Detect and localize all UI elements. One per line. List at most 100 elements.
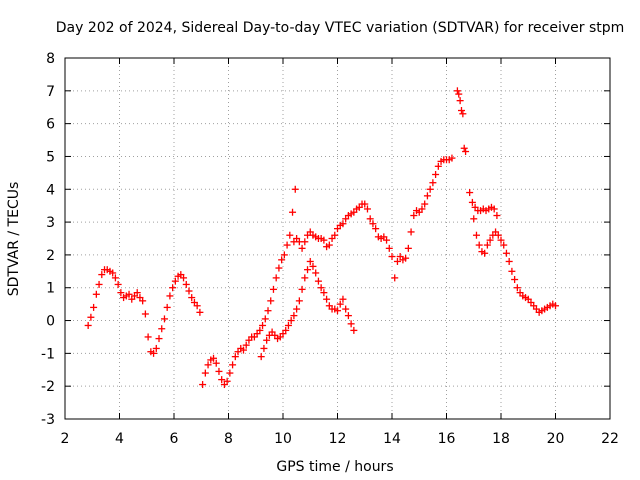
- data-point: [453, 87, 461, 95]
- data-point: [264, 307, 272, 315]
- data-point: [155, 335, 163, 343]
- data-point: [280, 251, 288, 259]
- data-point: [298, 285, 306, 293]
- data-point: [293, 305, 301, 313]
- data-point: [505, 257, 513, 265]
- data-point: [423, 192, 431, 200]
- data-point: [160, 315, 168, 323]
- data-point: [432, 171, 440, 179]
- data-point: [457, 107, 465, 115]
- data-point: [314, 277, 322, 285]
- data-point: [171, 277, 179, 285]
- data-point: [150, 349, 158, 357]
- data-point: [404, 244, 412, 252]
- data-point: [306, 257, 314, 265]
- data-point: [193, 302, 201, 310]
- y-tick-label: 6: [46, 117, 55, 133]
- data-point: [261, 315, 269, 323]
- data-point: [468, 198, 476, 206]
- data-point: [278, 256, 286, 264]
- data-point: [242, 341, 250, 349]
- y-tick-label: 2: [46, 248, 55, 264]
- data-point: [490, 205, 498, 213]
- data-point: [152, 344, 160, 352]
- data-point: [125, 290, 133, 298]
- data-point: [290, 312, 298, 320]
- data-point: [218, 376, 226, 384]
- data-point: [166, 292, 174, 300]
- data-point: [212, 359, 220, 367]
- data-point: [272, 274, 280, 282]
- data-point: [275, 264, 283, 272]
- data-point: [342, 305, 350, 313]
- data-point: [421, 200, 429, 208]
- data-point: [298, 244, 306, 252]
- data-point: [196, 308, 204, 316]
- data-point: [295, 297, 303, 305]
- data-point: [289, 208, 297, 216]
- data-point: [163, 303, 171, 311]
- data-point: [291, 185, 299, 193]
- x-tick-label: 10: [274, 431, 292, 447]
- data-point: [182, 280, 190, 288]
- y-tick-label: -3: [41, 412, 55, 428]
- data-point: [410, 212, 418, 220]
- y-tick-label: -1: [41, 346, 55, 362]
- data-point: [334, 307, 341, 315]
- x-tick-label: 12: [329, 431, 347, 447]
- data-point: [92, 290, 100, 298]
- x-axis-ticks: 2 4 6 8 10 12 14 16 18 20 22: [61, 58, 619, 447]
- data-point: [139, 297, 147, 305]
- y-tick-label: 3: [46, 215, 55, 231]
- data-point: [391, 274, 399, 282]
- data-point: [407, 228, 415, 236]
- data-point: [472, 231, 480, 239]
- data-point: [366, 215, 374, 223]
- data-point: [188, 294, 196, 302]
- x-tick-label: 2: [61, 431, 70, 447]
- data-point: [109, 269, 117, 277]
- data-point: [260, 344, 268, 352]
- data-point: [87, 313, 95, 321]
- data-point: [239, 346, 247, 354]
- data-point: [256, 326, 264, 334]
- data-point: [383, 236, 391, 244]
- data-point: [304, 266, 312, 274]
- data-point: [144, 333, 152, 341]
- y-tick-label: 5: [46, 149, 55, 165]
- data-point: [462, 148, 470, 156]
- data-point: [301, 274, 309, 282]
- data-point: [481, 249, 489, 257]
- data-points: [84, 87, 559, 389]
- data-point: [460, 144, 468, 152]
- data-point: [493, 212, 501, 220]
- data-point: [141, 310, 149, 318]
- data-point: [502, 249, 510, 257]
- data-point: [336, 300, 344, 308]
- data-point: [393, 257, 401, 265]
- data-point: [455, 90, 463, 98]
- data-point: [257, 353, 265, 361]
- data-point: [185, 287, 193, 295]
- data-point: [388, 253, 396, 261]
- y-tick-label: -2: [41, 379, 55, 395]
- data-point: [317, 284, 325, 292]
- data-point: [429, 179, 437, 187]
- y-tick-label: 4: [46, 182, 55, 198]
- data-point: [320, 236, 328, 244]
- data-point: [448, 154, 456, 162]
- data-point: [347, 320, 355, 328]
- data-point: [199, 381, 207, 389]
- data-point: [117, 289, 125, 297]
- data-point: [320, 289, 328, 297]
- data-point: [470, 215, 478, 223]
- data-point: [180, 274, 188, 282]
- data-point: [259, 321, 267, 329]
- data-point: [114, 280, 122, 288]
- data-point: [309, 262, 317, 270]
- data-point: [552, 302, 559, 310]
- data-point: [204, 361, 212, 369]
- y-axis-ticks: -3 -2 -1 0 1 2 3 4 5 6 7 8: [41, 51, 610, 428]
- data-point: [210, 354, 218, 362]
- x-tick-label: 20: [547, 431, 565, 447]
